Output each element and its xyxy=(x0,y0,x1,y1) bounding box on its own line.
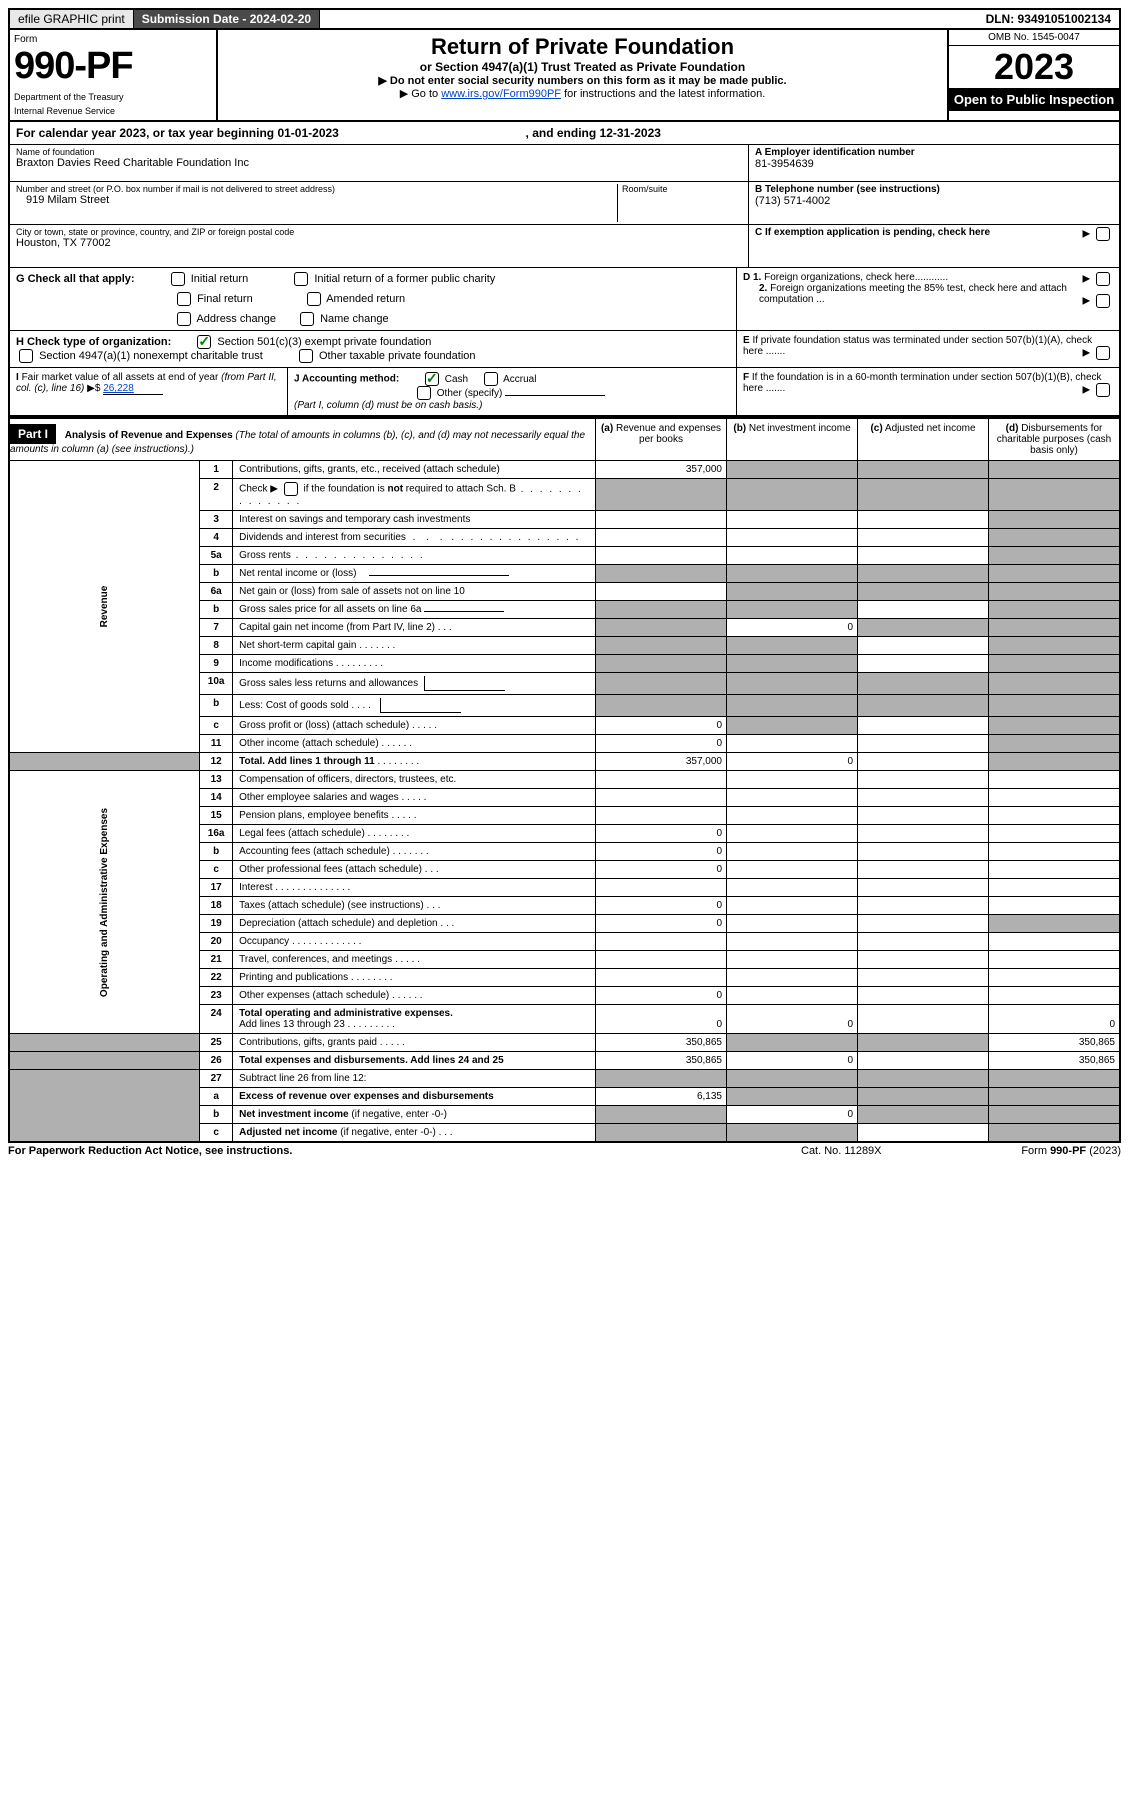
r24-d: 0 xyxy=(989,1005,1121,1034)
r12-b: 0 xyxy=(727,753,858,771)
g-d-section: G Check all that apply: Initial return I… xyxy=(8,268,1121,331)
form-label: Form xyxy=(14,34,212,45)
f-text: F If the foundation is in a 60-month ter… xyxy=(743,372,1102,394)
accrual-checkbox[interactable] xyxy=(484,372,498,386)
r27a-a: 6,135 xyxy=(596,1088,727,1106)
r18-a: 0 xyxy=(596,897,727,915)
open-public-badge: Open to Public Inspection xyxy=(949,88,1119,111)
efile-print-button[interactable]: efile GRAPHIC print xyxy=(10,10,134,28)
r24-a: 0 xyxy=(596,1005,727,1034)
header-left: Form 990-PF Department of the Treasury I… xyxy=(10,30,218,120)
other-method-checkbox[interactable] xyxy=(417,386,431,400)
d2-checkbox[interactable] xyxy=(1096,294,1110,308)
col-b-header: (b) Net investment income xyxy=(727,418,858,461)
j-label: J Accounting method: xyxy=(294,374,399,385)
omb-number: OMB No. 1545-0047 xyxy=(949,30,1119,46)
c-checkbox[interactable] xyxy=(1096,227,1110,241)
f-checkbox[interactable] xyxy=(1096,383,1110,397)
fmv-link[interactable]: 26,228 xyxy=(103,383,163,395)
form-note-1: ▶ Do not enter social security numbers o… xyxy=(222,74,943,87)
ein-label: A Employer identification number xyxy=(755,147,1113,158)
address: 919 Milam Street xyxy=(16,194,617,206)
d2-text: 2. Foreign organizations meeting the 85%… xyxy=(743,283,1113,305)
j-note: (Part I, column (d) must be on cash basi… xyxy=(294,400,482,411)
r10c-a: 0 xyxy=(596,717,727,735)
col-d-header: (d) Disbursements for charitable purpose… xyxy=(989,418,1121,461)
r12-a: 357,000 xyxy=(596,753,727,771)
r7-b: 0 xyxy=(727,619,858,637)
footer-mid: Cat. No. 11289X xyxy=(801,1145,961,1157)
room-label: Room/suite xyxy=(622,184,742,194)
name-change-checkbox[interactable] xyxy=(300,312,314,326)
r27b-b: 0 xyxy=(727,1106,858,1124)
address-change-checkbox[interactable] xyxy=(177,312,191,326)
r26-b: 0 xyxy=(727,1052,858,1070)
address-label: Number and street (or P.O. box number if… xyxy=(16,184,617,194)
4947a1-checkbox[interactable] xyxy=(19,349,33,363)
expenses-sidebar: Operating and Administrative Expenses xyxy=(99,807,110,996)
r23-a: 0 xyxy=(596,987,727,1005)
dln-label: DLN: 93491051002134 xyxy=(978,10,1119,28)
foundation-name: Braxton Davies Reed Charitable Foundatio… xyxy=(16,157,742,169)
form-number: 990-PF xyxy=(14,45,212,88)
part1-table: Part I Analysis of Revenue and Expenses … xyxy=(8,417,1121,1143)
r16a-a: 0 xyxy=(596,825,727,843)
form-title: Return of Private Foundation xyxy=(222,34,943,60)
r26-a: 350,865 xyxy=(596,1052,727,1070)
footer-left: For Paperwork Reduction Act Notice, see … xyxy=(8,1145,801,1157)
initial-former-checkbox[interactable] xyxy=(294,272,308,286)
r25-d: 350,865 xyxy=(989,1034,1121,1052)
r19-a: 0 xyxy=(596,915,727,933)
r1-a: 357,000 xyxy=(596,461,727,479)
final-return-checkbox[interactable] xyxy=(177,292,191,306)
r16c-a: 0 xyxy=(596,861,727,879)
h-label: H Check type of organization: xyxy=(16,336,171,348)
r11-a: 0 xyxy=(596,735,727,753)
foundation-name-label: Name of foundation xyxy=(16,147,742,157)
footer-right: Form 990-PF (2023) xyxy=(961,1145,1121,1157)
form-subtitle: or Section 4947(a)(1) Trust Treated as P… xyxy=(222,60,943,74)
sch-b-checkbox[interactable] xyxy=(284,482,298,496)
d1-text: D 1. Foreign organizations, check here..… xyxy=(743,272,1113,283)
col-c-header: (c) Adjusted net income xyxy=(858,418,989,461)
phone-label: B Telephone number (see instructions) xyxy=(755,184,1113,195)
d1-checkbox[interactable] xyxy=(1096,272,1110,286)
c-label: C If exemption application is pending, c… xyxy=(755,227,990,238)
city-label: City or town, state or province, country… xyxy=(16,227,742,237)
amended-return-checkbox[interactable] xyxy=(307,292,321,306)
initial-return-checkbox[interactable] xyxy=(171,272,185,286)
other-taxable-checkbox[interactable] xyxy=(299,349,313,363)
g-label: G Check all that apply: xyxy=(16,273,135,285)
i-j-f-section: I Fair market value of all assets at end… xyxy=(8,368,1121,417)
r16b-a: 0 xyxy=(596,843,727,861)
form-note-2: ▶ Go to www.irs.gov/Form990PF for instru… xyxy=(222,87,943,100)
submission-date-label: Submission Date - 2024-02-20 xyxy=(134,10,320,28)
revenue-sidebar: Revenue xyxy=(99,512,110,701)
e-checkbox[interactable] xyxy=(1096,346,1110,360)
header-center: Return of Private Foundation or Section … xyxy=(218,30,947,120)
h-e-section: H Check type of organization: Section 50… xyxy=(8,331,1121,368)
col-a-header: (a) Revenue and expenses per books xyxy=(596,418,727,461)
ein: 81-3954639 xyxy=(755,158,1113,170)
irs-label: Internal Revenue Service xyxy=(14,106,212,116)
page-footer: For Paperwork Reduction Act Notice, see … xyxy=(8,1143,1121,1157)
e-text: E If private foundation status was termi… xyxy=(743,335,1092,357)
dept-label: Department of the Treasury xyxy=(14,92,212,102)
part1-badge: Part I xyxy=(10,424,56,444)
entity-info: Name of foundation Braxton Davies Reed C… xyxy=(8,145,1121,268)
r24-b: 0 xyxy=(727,1005,858,1034)
city: Houston, TX 77002 xyxy=(16,237,742,249)
cash-checkbox[interactable] xyxy=(425,372,439,386)
501c3-checkbox[interactable] xyxy=(197,335,211,349)
calendar-year-row: For calendar year 2023, or tax year begi… xyxy=(8,122,1121,145)
instructions-link[interactable]: www.irs.gov/Form990PF xyxy=(441,88,561,100)
header-right: OMB No. 1545-0047 2023 Open to Public In… xyxy=(947,30,1119,120)
r25-a: 350,865 xyxy=(596,1034,727,1052)
r26-d: 350,865 xyxy=(989,1052,1121,1070)
top-bar: efile GRAPHIC print Submission Date - 20… xyxy=(8,8,1121,30)
form-header: Form 990-PF Department of the Treasury I… xyxy=(8,30,1121,122)
tax-year: 2023 xyxy=(949,46,1119,88)
phone: (713) 571-4002 xyxy=(755,195,1113,207)
